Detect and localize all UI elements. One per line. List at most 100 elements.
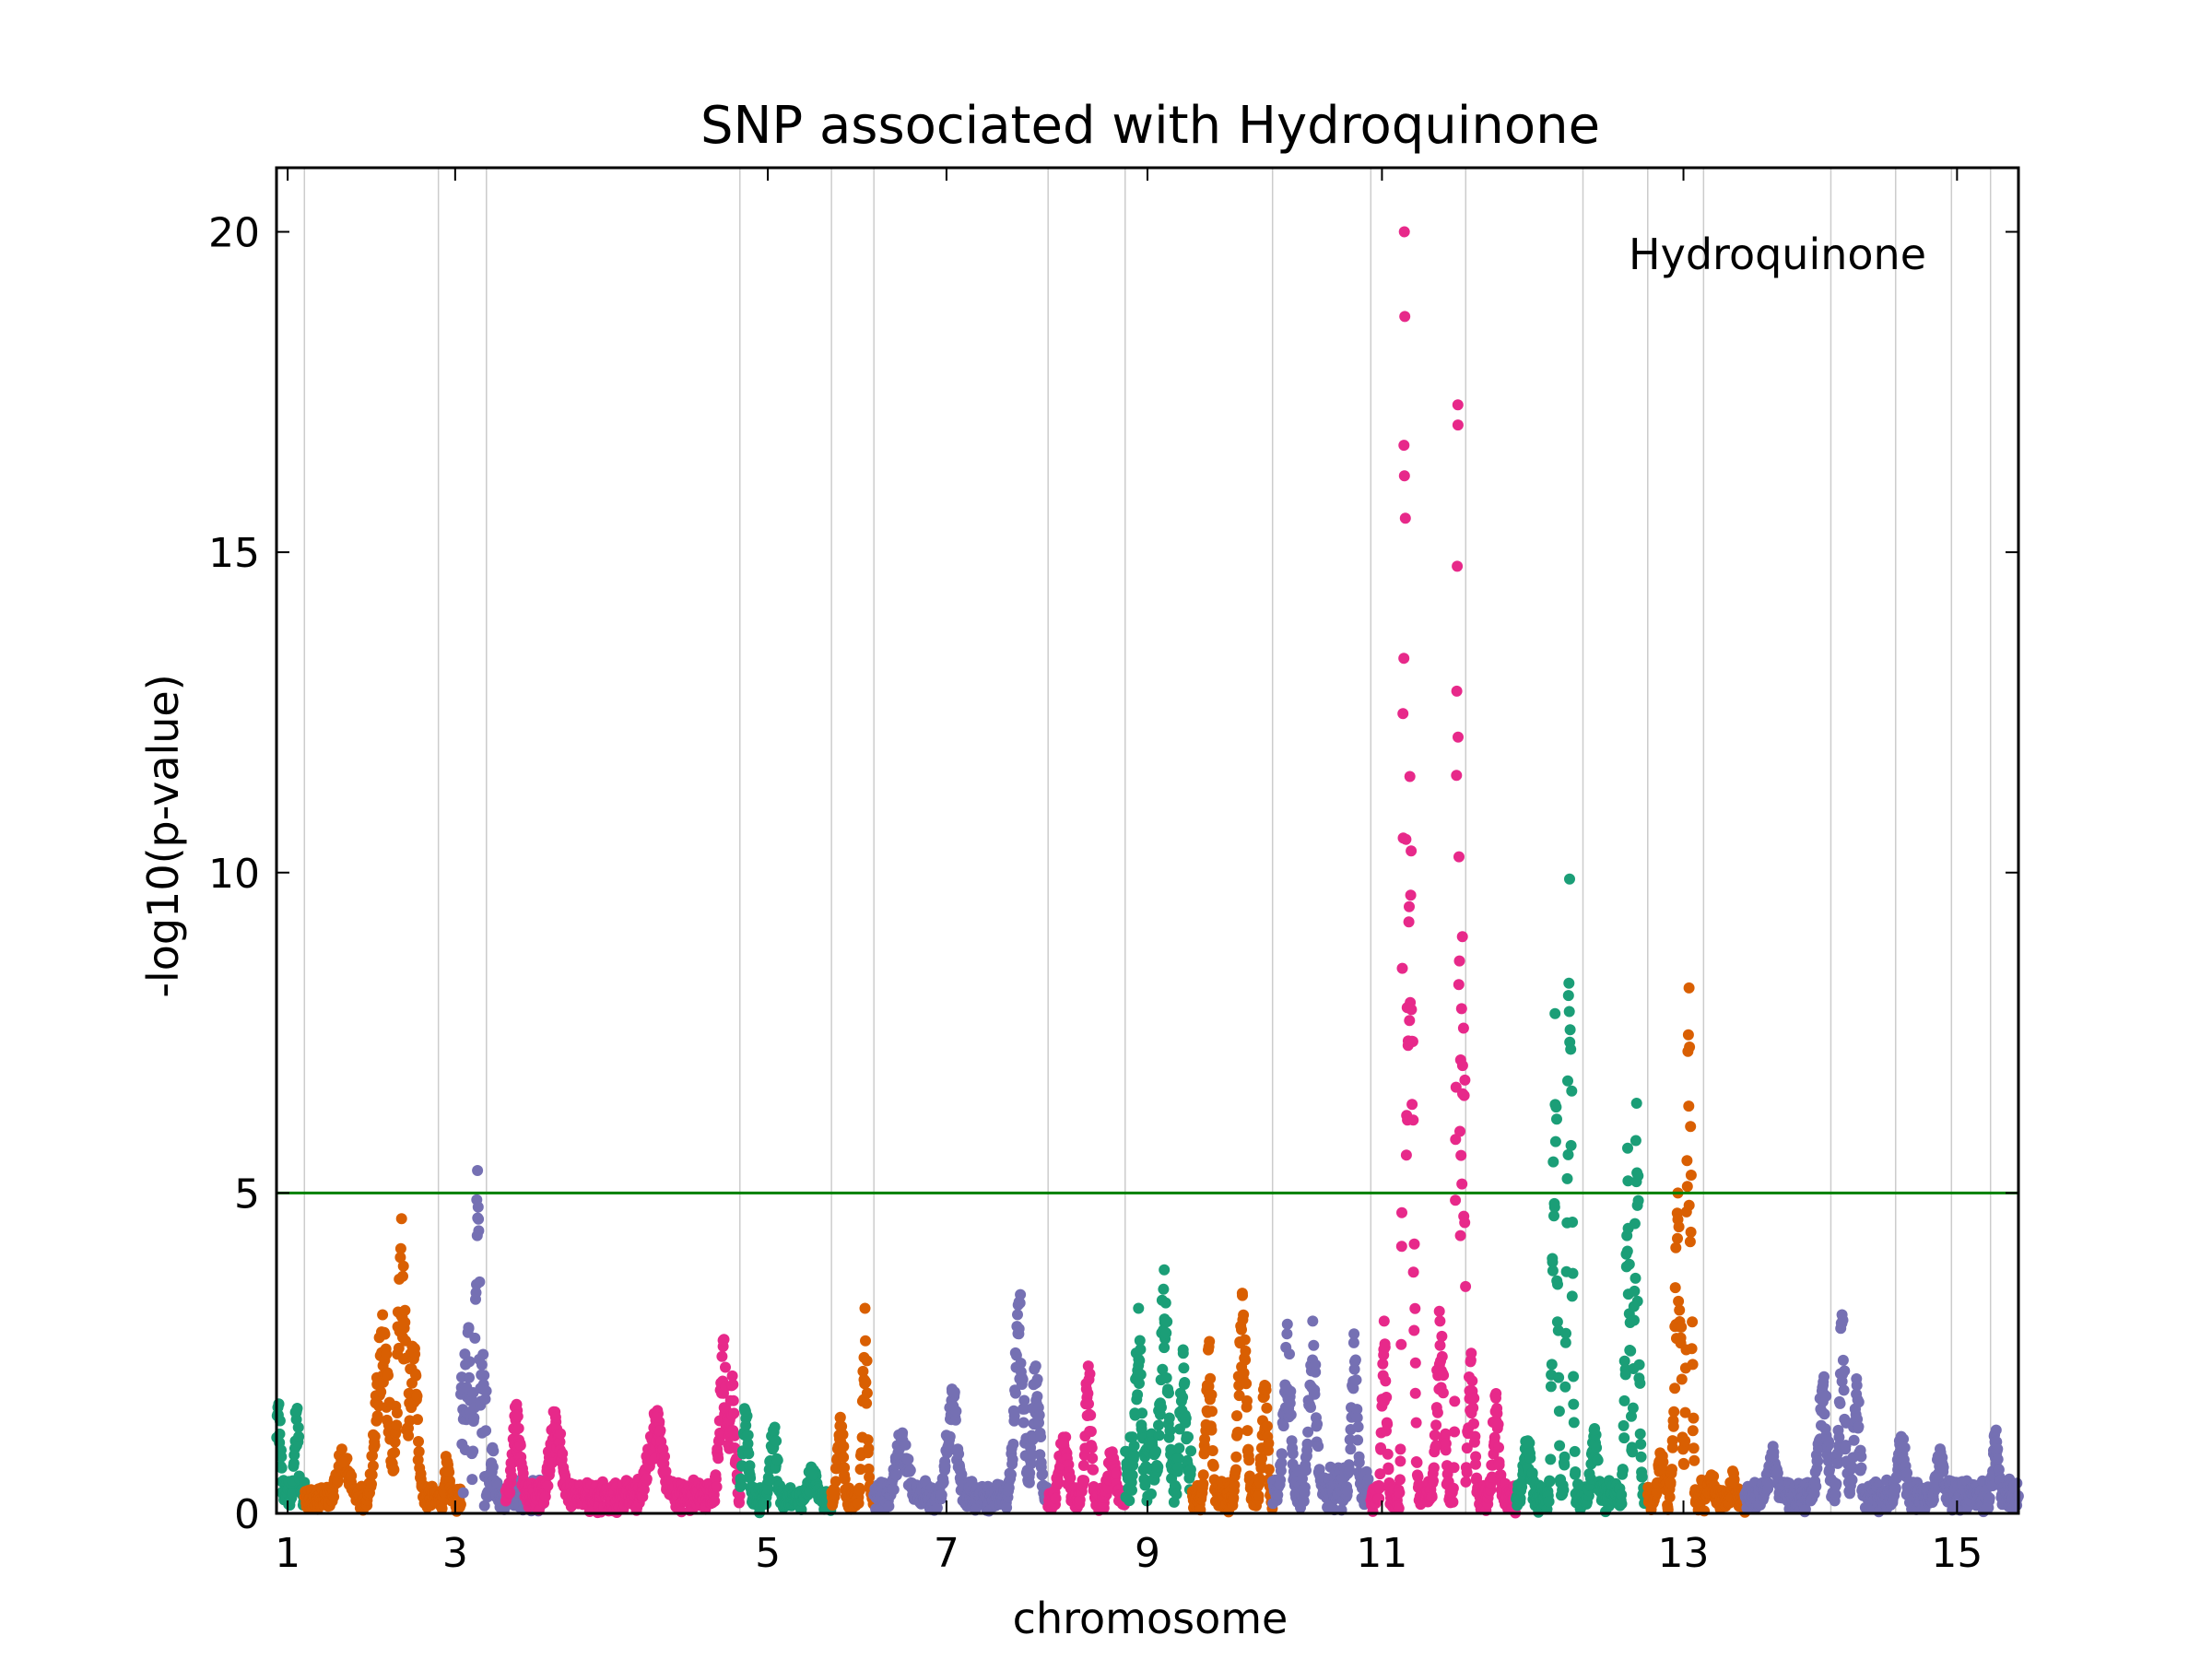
snp-point (467, 1445, 479, 1457)
x-tick-label: 1 (275, 1530, 300, 1577)
snp-point (720, 1361, 731, 1373)
snp-point (1679, 1406, 1691, 1418)
snp-point (1308, 1339, 1320, 1351)
snp-point (1233, 1390, 1245, 1402)
snp-point (641, 1473, 653, 1485)
snp-point (1031, 1391, 1043, 1403)
snp-point (1438, 1370, 1450, 1382)
snp-point (902, 1453, 914, 1465)
snp-point (1559, 1336, 1571, 1348)
snp-point (1560, 1327, 1571, 1339)
snp-point (864, 1471, 876, 1483)
snp-point (1669, 1282, 1681, 1294)
snp-point (1493, 1441, 1504, 1453)
snp-point (2011, 1477, 2023, 1489)
snp-point (288, 1457, 300, 1469)
snp-point (1244, 1470, 1255, 1482)
snp-point (735, 1479, 747, 1491)
snp-point (1428, 1475, 1439, 1487)
snp-point (1685, 1226, 1697, 1238)
x-tick-label: 9 (1135, 1530, 1160, 1577)
snp-point (1681, 1181, 1693, 1193)
snp-point (712, 1453, 724, 1465)
snp-point (1831, 1457, 1843, 1469)
snp-point (1567, 1267, 1579, 1279)
snp-point (861, 1397, 873, 1409)
snp-point (1627, 1402, 1639, 1414)
snp-point (337, 1456, 349, 1468)
snp-point (1669, 1382, 1681, 1394)
snp-point (1440, 1428, 1452, 1440)
snp-point (1833, 1431, 1845, 1443)
snp-point (1672, 1232, 1683, 1244)
snp-point (1632, 1194, 1644, 1206)
snp-point (1262, 1420, 1273, 1432)
snp-point (1451, 770, 1463, 782)
snp-point (1205, 1372, 1217, 1384)
snp-point (1239, 1334, 1251, 1346)
snp-point (1568, 1417, 1580, 1429)
snp-point (1630, 1135, 1641, 1147)
snp-point (1135, 1369, 1147, 1381)
snp-point (1163, 1387, 1174, 1399)
snp-point (1404, 771, 1416, 782)
snp-point (888, 1484, 900, 1496)
snp-point (1177, 1347, 1189, 1359)
snp-point (1591, 1441, 1603, 1453)
snp-point (1436, 1350, 1448, 1362)
snp-point (859, 1302, 871, 1314)
y-axis-ticks: 0 5 10 15 20 (208, 210, 2018, 1538)
snp-point (1459, 1074, 1471, 1086)
snp-point (1559, 1459, 1571, 1471)
snp-point (476, 1359, 488, 1371)
snp-point (1023, 1477, 1035, 1488)
snp-point (1564, 873, 1575, 885)
snp-point (1454, 1125, 1465, 1137)
snp-point (1398, 470, 1410, 482)
snp-point (549, 1411, 561, 1423)
snp-point (1684, 1236, 1696, 1248)
snp-point (1263, 1438, 1275, 1449)
snp-point (1526, 1467, 1538, 1479)
snp-point (862, 1434, 874, 1446)
snp-point (857, 1365, 869, 1377)
snp-point (1399, 512, 1411, 524)
snp-point (1393, 1502, 1405, 1514)
snp-point (1394, 1455, 1406, 1467)
snp-point (399, 1304, 411, 1316)
snp-point (1553, 1406, 1565, 1418)
snp-point (1450, 1194, 1462, 1206)
snp-point (1206, 1424, 1218, 1436)
snp-point (1374, 1468, 1386, 1480)
snp-point (1106, 1450, 1118, 1462)
snp-point (1158, 1283, 1170, 1295)
snp-point (1152, 1461, 1164, 1473)
snp-point (1935, 1450, 1947, 1462)
snp-point (1172, 1453, 1184, 1465)
snp-point (1409, 1302, 1421, 1314)
snp-point (1253, 1490, 1265, 1501)
snp-point (1626, 1410, 1637, 1422)
snp-point (393, 1342, 405, 1354)
snp-point (436, 1502, 448, 1514)
snp-point (1124, 1495, 1135, 1507)
snp-point (1298, 1495, 1310, 1507)
snp-point (937, 1477, 949, 1488)
snp-point (1983, 1492, 1995, 1504)
snp-point (1564, 1024, 1576, 1036)
snp-point (1552, 1278, 1563, 1290)
snp-point (1471, 1472, 1483, 1484)
snp-point (890, 1469, 902, 1481)
snp-point (1197, 1478, 1209, 1489)
snp-point (1136, 1407, 1148, 1419)
y-tick-label: 15 (208, 530, 260, 577)
snp-point (472, 1165, 484, 1176)
snp-point (1631, 1295, 1643, 1307)
snp-point (1824, 1464, 1835, 1476)
snp-point (1352, 1434, 1364, 1446)
snp-point (1810, 1480, 1822, 1492)
snp-point (1082, 1360, 1094, 1372)
snp-point (743, 1448, 755, 1460)
snp-point (1470, 1458, 1481, 1470)
snp-point (1407, 1114, 1419, 1126)
